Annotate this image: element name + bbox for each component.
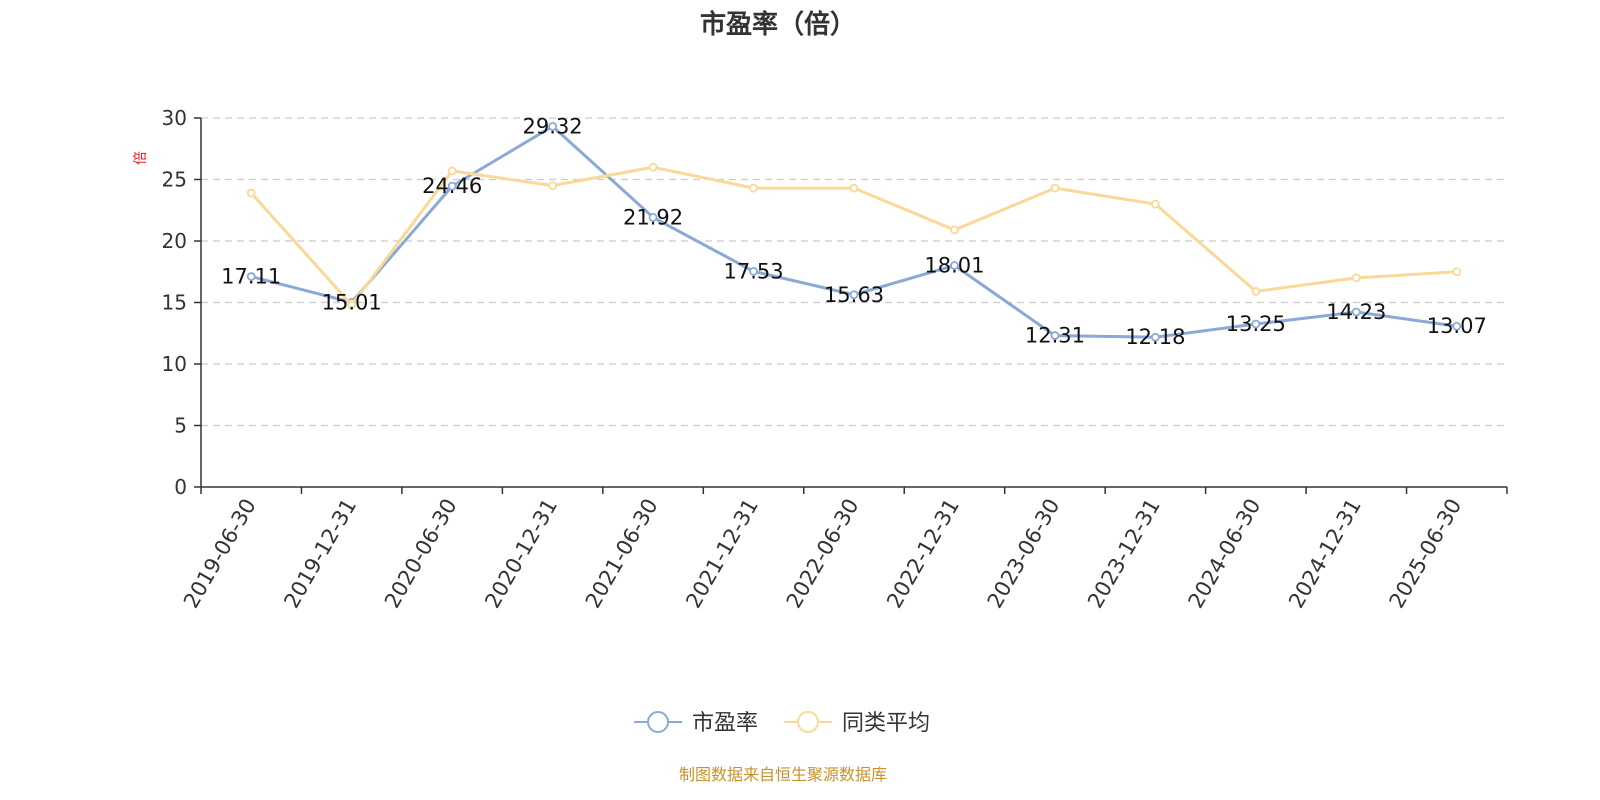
pe-ratio-data-label: 13.07 — [1427, 314, 1487, 338]
grid-lines — [201, 117, 1507, 427]
pe-ratio-data-label: 15.01 — [322, 290, 382, 314]
peer-average-point — [447, 166, 457, 176]
pe-ratio-point — [1351, 307, 1361, 317]
peer-average-point — [749, 183, 758, 193]
x-tick-label: 2021-06-30 — [581, 495, 663, 613]
pe-ratio-point — [1251, 319, 1261, 329]
legend[interactable]: 市盈率 同类平均 — [634, 711, 930, 736]
x-tick-label: 2024-06-30 — [1184, 495, 1266, 613]
y-tick-label: 30 — [162, 106, 187, 130]
pe-ratio-data-label: 24.46 — [422, 174, 482, 198]
data-source-note: 制图数据来自恒生聚源数据库 — [679, 765, 887, 784]
pe-ratio-point — [950, 261, 959, 270]
pe-ratio-point — [749, 266, 758, 276]
legend-item-pe-ratio[interactable]: 市盈率 — [634, 711, 758, 736]
pe-ratio-data-label: 21.92 — [623, 205, 683, 229]
legend-label-peer-average: 同类平均 — [842, 711, 930, 736]
y-axis: 0 5 10 15 20 25 30 — [162, 106, 202, 499]
pe-ratio-point — [548, 121, 558, 131]
pe-ratio-data-label: 15.63 — [824, 283, 884, 307]
pe-ratio-data-label: 17.53 — [723, 259, 783, 283]
y-tick-label: 25 — [162, 168, 187, 192]
x-axis: 2019-06-30 2019-12-31 2020-06-30 2020-12-31… — [179, 486, 1508, 613]
series-lines — [246, 121, 1462, 342]
peer-average-point — [1351, 273, 1361, 283]
x-tick-label: 2022-06-30 — [782, 495, 864, 613]
legend-marker-pe-ratio — [647, 711, 669, 733]
peer-average-point — [548, 181, 558, 191]
pe-ratio-point — [849, 290, 859, 300]
x-tick-label: 2024-12-31 — [1284, 495, 1366, 613]
x-tick-label: 2023-06-30 — [983, 495, 1065, 613]
y-tick-label: 20 — [162, 229, 187, 253]
pe-ratio-data-label: 12.18 — [1125, 325, 1185, 349]
peer-average-point — [849, 183, 859, 193]
y-axis-unit-label: 倍 — [133, 151, 149, 165]
pe-ratio-point — [1050, 331, 1060, 340]
pe-ratio-point — [1452, 321, 1462, 331]
x-tick-label: 2019-06-30 — [179, 495, 261, 613]
pe-ratio-point — [648, 212, 658, 222]
y-tick-label: 5 — [174, 414, 187, 438]
x-tick-label: 2021-12-31 — [681, 495, 763, 613]
pe-ratio-data-label: 29.32 — [523, 114, 583, 138]
legend-label-pe-ratio: 市盈率 — [692, 711, 758, 736]
legend-item-peer-average[interactable]: 同类平均 — [784, 711, 930, 736]
y-tick-label: 15 — [162, 291, 187, 315]
peer-average-point — [1251, 287, 1261, 296]
pe-ratio-data-label: 14.23 — [1326, 300, 1386, 324]
pe-ratio-data-label: 17.11 — [221, 265, 281, 289]
y-tick-label: 10 — [162, 352, 187, 376]
peer-average-point — [246, 188, 256, 198]
legend-marker-peer-average — [797, 711, 819, 733]
x-tick-label: 2025-06-30 — [1384, 495, 1466, 613]
peer-average-point — [1150, 199, 1160, 209]
x-tick-label: 2019-12-31 — [279, 495, 361, 613]
peer-average-point — [347, 300, 357, 310]
peer-average-point — [1050, 183, 1060, 193]
x-tick-label: 2022-12-31 — [882, 495, 964, 613]
chart-title: 市盈率（倍） — [700, 9, 856, 40]
peer-average-point — [950, 225, 959, 235]
peer-average-point — [648, 162, 658, 172]
pe-ratio-data-label: 18.01 — [924, 253, 984, 277]
pe-ratio-data-label: 13.25 — [1226, 312, 1286, 336]
x-tick-label: 2023-12-31 — [1083, 495, 1165, 613]
x-tick-label: 2020-06-30 — [380, 494, 462, 612]
pe-ratio-point — [1150, 332, 1160, 342]
pe-ratio-data-label: 12.31 — [1025, 324, 1085, 348]
data-labels: 17.11 15.01 24.46 29.32 21.92 17.53 15.63 18.01… — [221, 114, 1487, 349]
pe-ratio-point — [447, 181, 457, 191]
peer-average-point — [1452, 267, 1462, 277]
pe-ratio-point — [246, 272, 256, 281]
x-tick-label: 2020-12-31 — [480, 495, 562, 613]
y-tick-label: 0 — [174, 475, 187, 499]
